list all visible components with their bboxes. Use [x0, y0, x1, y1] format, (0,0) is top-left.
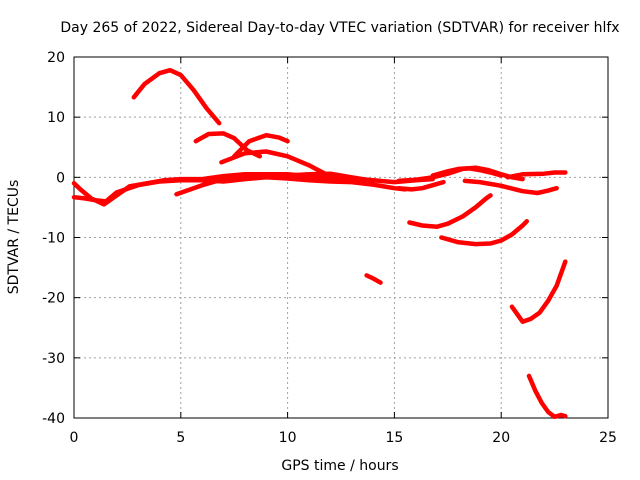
y-axis-label: SDTVAR / TECUs — [6, 180, 22, 295]
series-line-arc-9 — [430, 166, 504, 178]
y-tick-label: -30 — [42, 351, 65, 367]
y-tick-label: 20 — [47, 50, 65, 66]
series-line-arc-14 — [439, 219, 530, 247]
x-tick-label: 25 — [599, 430, 617, 446]
x-tick-label: 10 — [279, 430, 297, 446]
y-tick-label: -10 — [42, 231, 65, 247]
series-line-arc-16 — [509, 259, 568, 324]
series-line-arc-13 — [407, 193, 493, 229]
y-tick-label: -40 — [42, 411, 65, 427]
x-tick-label: 20 — [492, 430, 510, 446]
series-line-arc-7 — [174, 171, 376, 197]
series-line-arc-12 — [396, 179, 446, 192]
series-line-arc-15 — [364, 273, 383, 285]
x-axis-label: GPS time / hours — [281, 458, 398, 474]
y-tick-label: 10 — [47, 110, 65, 126]
series-line-arc-6 — [71, 175, 408, 204]
series-line-arc-10 — [505, 170, 568, 180]
x-tick-label: 5 — [176, 430, 185, 446]
series-line-arc-17 — [526, 373, 568, 420]
axis-ticks — [73, 56, 609, 419]
y-tick-label: 0 — [56, 170, 65, 186]
x-tick-label: 15 — [385, 430, 403, 446]
grid-lines — [74, 57, 608, 418]
chart-title: Day 265 of 2022, Sidereal Day-to-day VTE… — [60, 20, 619, 36]
series-group — [71, 67, 568, 420]
series-line-arc-3 — [231, 132, 290, 159]
x-tick-label: 0 — [70, 430, 79, 446]
series-line-arc-1 — [131, 67, 222, 126]
series-line-arc-11 — [462, 178, 559, 196]
y-tick-label: -20 — [42, 291, 65, 307]
